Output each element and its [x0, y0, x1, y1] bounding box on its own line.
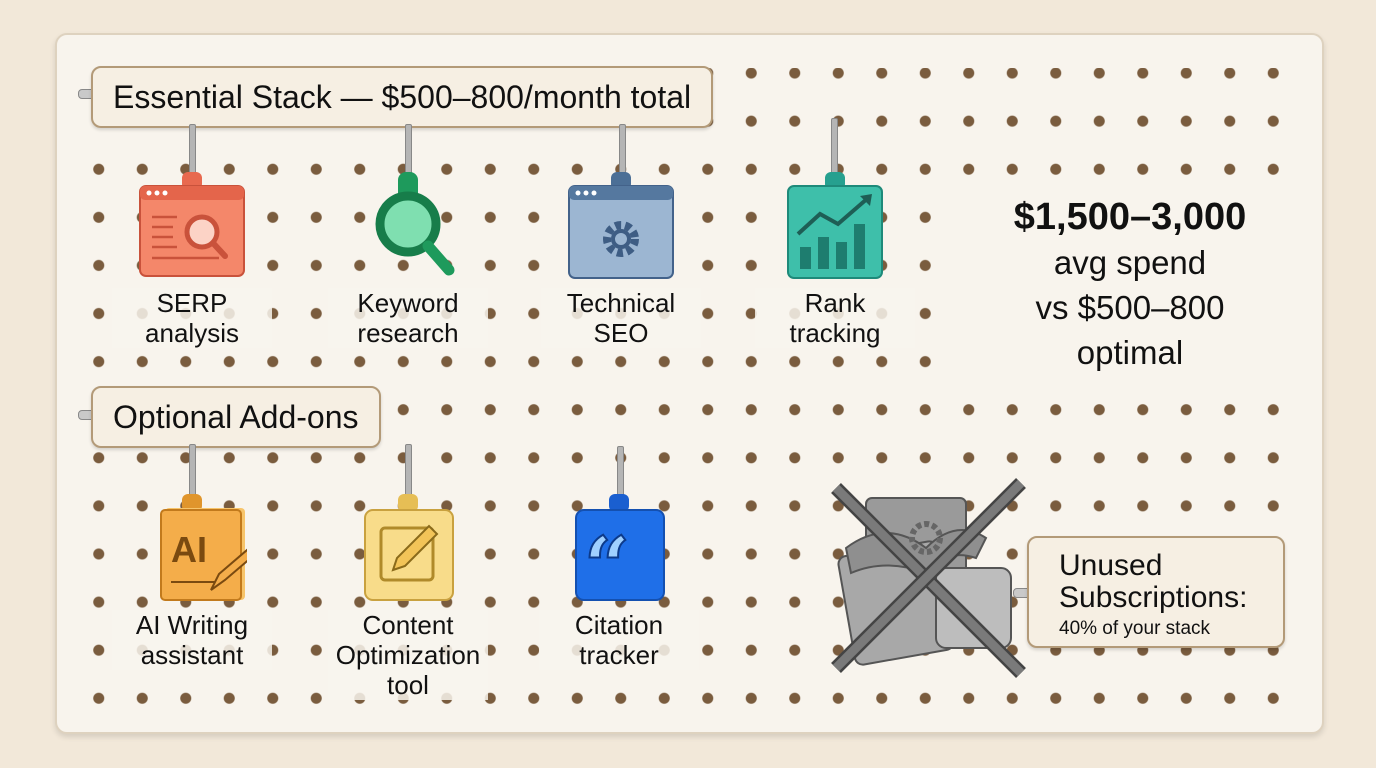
tool-label: SEO: [593, 318, 649, 348]
svg-text:“: “: [584, 519, 630, 602]
tool-content-optimization: Content Optimization tool: [328, 494, 488, 700]
magnifier-icon: [375, 172, 455, 276]
svg-text:AI: AI: [171, 529, 207, 570]
unused-title: Subscriptions:: [1059, 581, 1248, 614]
optional-addons-header: Optional Add-ons: [91, 386, 381, 448]
tool-label: analysis: [145, 318, 239, 348]
browser-gear-icon: [568, 172, 674, 279]
tool-keyword-research: Keyword research: [328, 172, 488, 348]
tool-label: tracking: [789, 318, 881, 348]
tool-label: Keyword: [357, 288, 459, 318]
tool-label: AI Writing: [135, 610, 249, 640]
tool-serp-analysis: SERP analysis: [112, 172, 272, 348]
unused-percentage: 40% of your stack: [1059, 618, 1211, 639]
unused-subscriptions-tag: Unused Subscriptions: 40% of your stack: [1027, 536, 1285, 648]
tool-label: Technical: [566, 288, 676, 318]
ai-document-pencil-icon: AI: [160, 494, 247, 601]
pencil-square-icon: [364, 494, 454, 601]
optional-addons-title: Optional Add-ons: [113, 399, 359, 435]
tool-label: Content: [362, 610, 454, 640]
essential-stack-header: Essential Stack — $500–800/month total: [91, 66, 714, 128]
tool-label: assistant: [140, 640, 244, 670]
unused-title: Unused: [1059, 549, 1163, 582]
tool-label: Optimization: [335, 640, 481, 670]
quote-marks-icon: “: [575, 494, 665, 602]
crossed-out-tools-pile-icon: [831, 478, 1026, 678]
tool-technical-seo: Technical SEO: [541, 172, 701, 348]
tool-citation-tracker: “ Citation tracker: [539, 494, 699, 670]
essential-stack-title: Essential Stack — $500–800/month total: [113, 79, 692, 115]
tool-label: Rank: [804, 288, 866, 318]
tool-ai-writing-assistant: AI AI Writing assistant: [112, 494, 272, 670]
tool-label: SERP: [156, 288, 228, 318]
tool-label: tool: [387, 670, 429, 700]
optimal-spend-range: vs $500–800: [1035, 289, 1225, 326]
tool-label: tracker: [579, 640, 659, 670]
spend-comparison: $1,500–3,000 avg spend vs $500–800 optim…: [960, 195, 1300, 375]
tool-label: Citation: [574, 610, 664, 640]
bar-chart-trend-icon: [787, 172, 883, 279]
serp-browser-magnifier-icon: [139, 172, 245, 277]
tool-label: research: [357, 318, 459, 348]
avg-spend-range: $1,500–3,000: [1013, 196, 1247, 238]
stat-text: avg spend: [1053, 244, 1207, 281]
stat-text: optimal: [1076, 334, 1184, 371]
tool-rank-tracking: Rank tracking: [755, 172, 915, 348]
